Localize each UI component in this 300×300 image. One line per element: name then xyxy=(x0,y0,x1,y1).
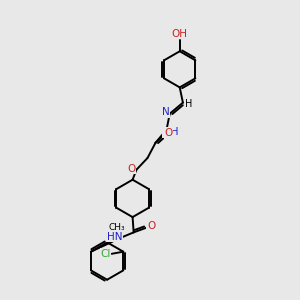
Text: O: O xyxy=(128,164,136,174)
Text: Cl: Cl xyxy=(100,249,111,259)
Text: OH: OH xyxy=(172,29,188,39)
Text: O: O xyxy=(147,220,155,231)
Text: H: H xyxy=(185,99,193,109)
Text: O: O xyxy=(164,128,172,138)
Text: CH₃: CH₃ xyxy=(109,223,125,232)
Text: N: N xyxy=(162,107,170,117)
Text: HN: HN xyxy=(107,232,122,242)
Text: NH: NH xyxy=(163,127,178,137)
